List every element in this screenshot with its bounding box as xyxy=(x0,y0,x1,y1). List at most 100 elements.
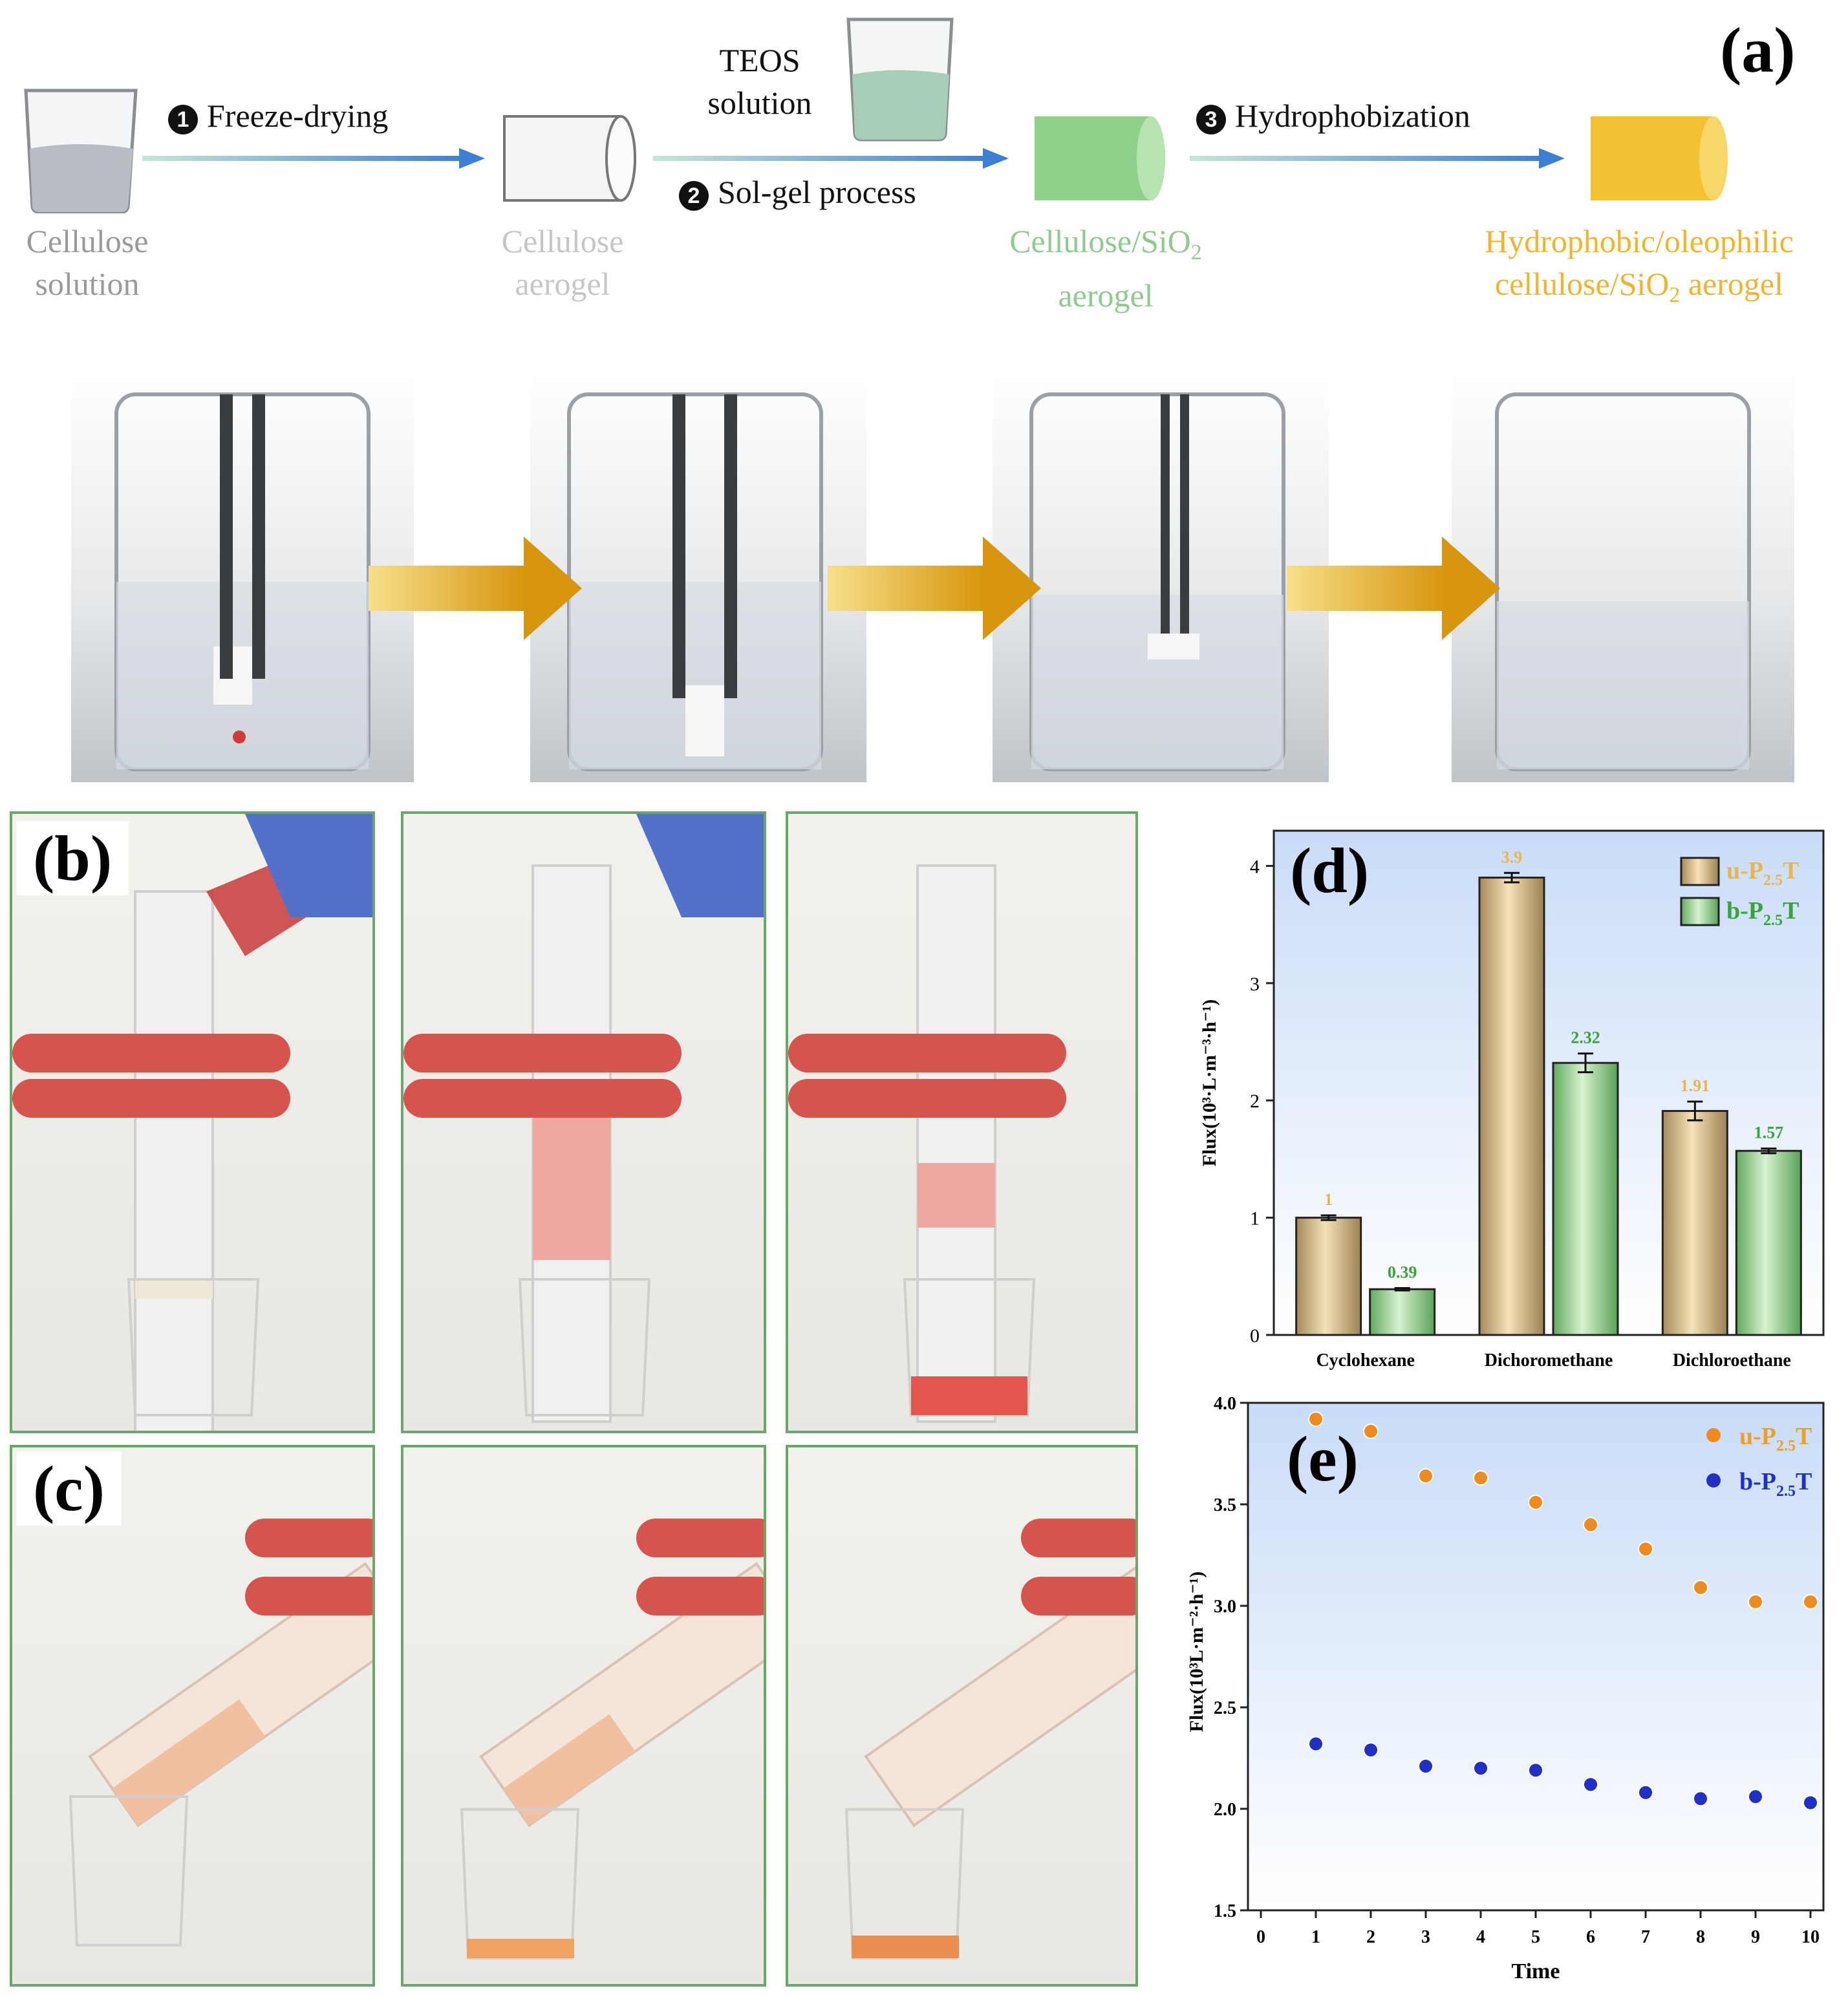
chart-d-bar xyxy=(1735,1149,1802,1336)
teos-beaker-icon xyxy=(846,17,954,142)
chart-e-point xyxy=(1693,1579,1708,1595)
chart-e-point xyxy=(1418,1758,1434,1775)
chart-e-xtick-label: 4 xyxy=(1476,1927,1485,1947)
step-hydrophobization: 3 Hydrophobization xyxy=(1196,97,1470,134)
chart-e-ylabel: Flux(10³L·m⁻²·h⁻¹) xyxy=(1186,1572,1207,1733)
photo-b-1 xyxy=(10,811,375,1433)
chart-e-xtick-label: 10 xyxy=(1801,1927,1820,1947)
chart-e-legend-label-0: u-P2.5T xyxy=(1739,1423,1812,1455)
hydrophobic-aerogel-cylinder-icon xyxy=(1591,116,1728,200)
panel-b-letter: (b) xyxy=(16,821,129,895)
chart-e-point xyxy=(1638,1784,1653,1800)
chart-d-ytick-label: 1 xyxy=(1250,1208,1260,1230)
chart-e-point xyxy=(1473,1760,1488,1776)
chart-e-point xyxy=(1693,1791,1708,1807)
chart-e-legend-label-1: b-P2.5T xyxy=(1739,1468,1812,1500)
chart-e-xlabel: Time xyxy=(1512,1959,1560,1983)
chart-d-bar xyxy=(1552,1062,1619,1336)
stage-hydrophobic-aerogel: Hydrophobic/oleophilic cellulose/SiO2 ae… xyxy=(1485,223,1794,307)
chart-e: 1.5 2.0 2.5 3.0 3.5 4.0 0 1 2 3 4 5 6 7 8 9 10 (e) Flux(… xyxy=(1186,1394,1825,1983)
panel-c-letter: (c) xyxy=(16,1451,122,1526)
chart-e-xtick-label: 3 xyxy=(1421,1927,1430,1947)
chart-e-xtick-label: 2 xyxy=(1366,1927,1375,1947)
photo-arrow-1-icon xyxy=(369,537,582,640)
chart-e-point xyxy=(1803,1795,1818,1811)
panel-a-letter: (a) xyxy=(1720,14,1796,86)
chart-d: 0 1 2 3 4 1 0.39 Cyclohexane 3.9 2.32 Dichorometh… xyxy=(1199,829,1825,1371)
chart-d-ylabel: Flux(10³·L·m⁻³·h⁻¹) xyxy=(1199,999,1220,1167)
chart-e-plot-area xyxy=(1247,1402,1825,1912)
chart-d-data-label: 1.57 xyxy=(1754,1124,1784,1142)
step-sol-gel: 2 Sol-gel process xyxy=(679,173,916,211)
photo-beaker-1 xyxy=(71,375,414,782)
photo-beaker-3 xyxy=(993,375,1329,782)
cellulose-aerogel-cylinder-icon xyxy=(503,115,636,202)
chart-e-ytick-label: 1.5 xyxy=(1214,1901,1236,1921)
cellulose-solution-beaker-icon xyxy=(24,89,138,213)
chart-e-ytick-label: 2.0 xyxy=(1214,1800,1236,1820)
chart-e-point xyxy=(1308,1411,1324,1427)
chart-d-data-label: 0.39 xyxy=(1388,1263,1417,1281)
chart-e-xtick-label: 1 xyxy=(1311,1927,1320,1947)
chart-e-point xyxy=(1418,1468,1434,1484)
chart-e-ytick-label: 3.0 xyxy=(1214,1597,1236,1617)
chart-d-category-label: Dichloroethane xyxy=(1673,1350,1791,1371)
chart-e-point xyxy=(1308,1736,1324,1752)
chart-d-ytick-label: 4 xyxy=(1250,856,1260,877)
chart-d-legend-label-0: u-P2.5T xyxy=(1726,857,1799,889)
step3-arrow-icon xyxy=(1190,148,1565,169)
stage-cellulose-solution: Cellulose solution xyxy=(26,223,149,302)
chart-e-point xyxy=(1748,1789,1763,1805)
photo-b-2 xyxy=(401,811,766,1433)
panel-e-letter: (e) xyxy=(1287,1423,1359,1495)
chart-e-xtick-label: 5 xyxy=(1531,1927,1540,1947)
chart-e-point xyxy=(1528,1762,1543,1778)
cellulose-sio2-aerogel-cylinder-icon xyxy=(1035,116,1165,200)
chart-d-data-label: 2.32 xyxy=(1571,1029,1600,1047)
photo-beaker-4 xyxy=(1452,375,1794,782)
step-freeze-drying: 1 Freeze-drying xyxy=(168,97,388,134)
chart-e-point xyxy=(1473,1470,1488,1486)
stage-cellulose-sio2-aerogel: Cellulose/SiO2 aerogel xyxy=(1009,223,1202,314)
photo-c-3 xyxy=(786,1445,1138,1987)
photo-beaker-2 xyxy=(530,375,866,782)
chart-e-point xyxy=(1363,1423,1379,1439)
chart-e-xtick-label: 0 xyxy=(1256,1927,1265,1947)
chart-e-point xyxy=(1583,1776,1598,1793)
chart-d-category-label: Cyclohexane xyxy=(1316,1350,1414,1371)
chart-d-ytick-label: 0 xyxy=(1250,1325,1260,1347)
chart-e-point xyxy=(1803,1594,1818,1610)
chart-d-legend-swatch xyxy=(1680,897,1720,926)
teos-solution-label: TEOS solution xyxy=(707,42,812,121)
chart-d-data-label: 1 xyxy=(1324,1190,1333,1209)
photo-b-3 xyxy=(786,811,1138,1433)
chart-d-ytick-label: 3 xyxy=(1250,974,1260,995)
chart-d-legend-label-1: b-P2.5T xyxy=(1726,897,1799,929)
chart-e-legend-marker xyxy=(1706,1428,1721,1442)
chart-d-ytick-label: 2 xyxy=(1250,1091,1260,1112)
chart-d-bar xyxy=(1661,1110,1728,1336)
chart-d-data-label: 1.91 xyxy=(1681,1076,1710,1095)
chart-e-point xyxy=(1638,1541,1653,1557)
chart-d-bar xyxy=(1369,1288,1436,1336)
panel-d-letter: (d) xyxy=(1290,835,1369,906)
chart-e-point xyxy=(1528,1494,1543,1510)
chart-e-point xyxy=(1363,1742,1379,1758)
chart-e-xtick-label: 7 xyxy=(1641,1927,1650,1947)
photo-c-2 xyxy=(401,1445,766,1987)
step2-arrow-icon xyxy=(653,148,1009,169)
stage-cellulose-aerogel: Cellulose aerogel xyxy=(501,223,624,302)
chart-e-ytick-label: 2.5 xyxy=(1214,1698,1236,1718)
chart-d-category-label: Dichoromethane xyxy=(1485,1350,1613,1371)
chart-d-legend-swatch xyxy=(1680,857,1720,886)
chart-e-legend-marker xyxy=(1706,1473,1721,1488)
chart-d-bar xyxy=(1295,1217,1362,1336)
photo-c-1 xyxy=(10,1445,375,1987)
photo-arrow-3-icon xyxy=(1287,537,1500,640)
chart-e-ytick-label: 3.5 xyxy=(1214,1495,1236,1515)
chart-d-bar xyxy=(1478,877,1545,1336)
chart-d-data-label: 3.9 xyxy=(1501,848,1523,866)
step1-arrow-icon xyxy=(142,148,485,169)
chart-e-point xyxy=(1583,1517,1598,1533)
chart-e-xtick-label: 8 xyxy=(1696,1927,1705,1947)
